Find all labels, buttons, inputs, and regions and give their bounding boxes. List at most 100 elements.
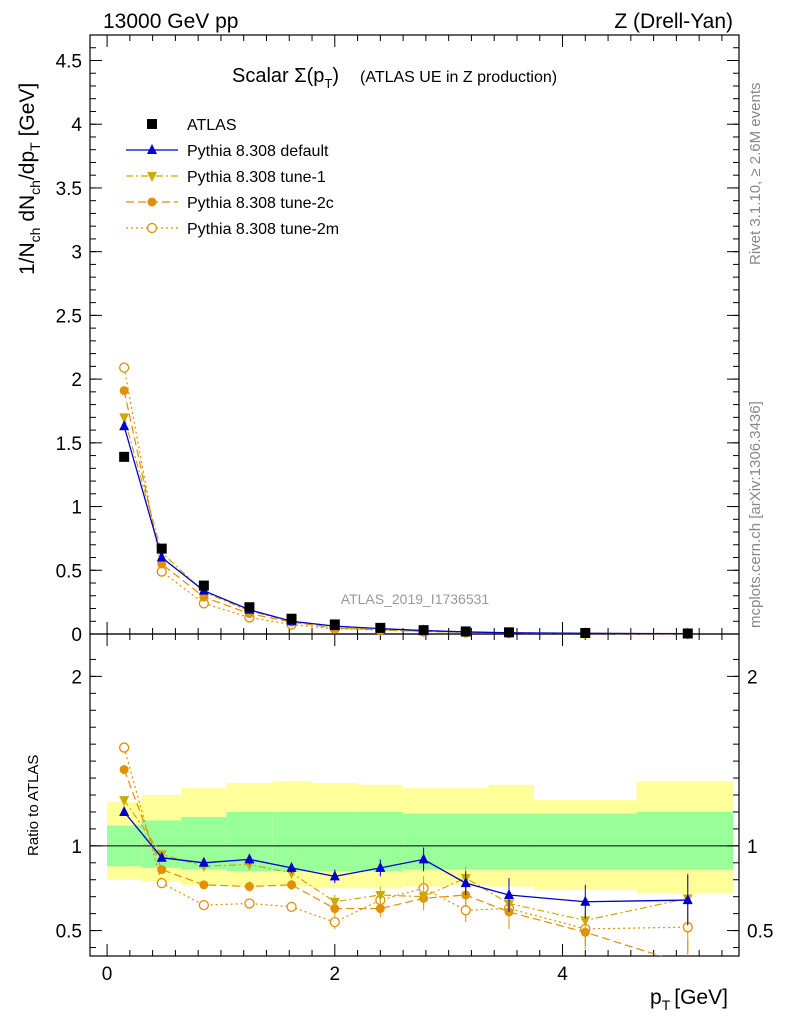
main-point-pythia-8-308-tune-1 xyxy=(119,413,130,424)
ratio-y-tick-label-right: 1 xyxy=(747,837,758,858)
main-y-tick-label: 0 xyxy=(71,625,82,646)
legend: ATLAS Pythia 8.308 default Pythia 8.308 tu… xyxy=(126,117,339,238)
ratio-y-tick-label-right: 2 xyxy=(747,667,758,688)
mcplots-label: mcplots.cern.ch [arXiv:1306.3436] xyxy=(747,401,764,628)
ratio-point-pythia-8-308-tune-2m xyxy=(286,901,297,913)
main-y-tick-label: 0.5 xyxy=(56,561,82,582)
ratio-line-pythia-8-308-default xyxy=(123,811,688,903)
main-point-pythia-8-308-default xyxy=(156,551,167,562)
ratio-y-tick-label-right: 0.5 xyxy=(747,922,773,943)
legend-marker-pythia-8-308-tune-2c xyxy=(147,197,157,207)
x-tick-label: 4 xyxy=(557,964,568,985)
rivet-label: Rivet 3.1.10, ≥ 2.6M events xyxy=(747,83,764,266)
inner-band xyxy=(442,813,489,870)
main-point-atlas xyxy=(329,619,340,630)
ratio-point-pythia-8-308-default xyxy=(156,851,167,862)
main-y-tick-label: 2 xyxy=(71,370,82,391)
process-label: Z (Drell-Yan) xyxy=(614,10,733,33)
ratio-point-pythia-8-308-tune-2c xyxy=(157,865,167,875)
energy-label: 13000 GeV pp xyxy=(103,10,238,33)
ratio-point-pythia-8-308-tune-2m xyxy=(460,905,471,916)
legend-label-pythia-8-308-tune-1: Pythia 8.308 tune-1 xyxy=(187,169,326,186)
ratio-uncertainty-bands xyxy=(90,781,739,894)
inner-band xyxy=(534,813,637,870)
ratio-point-pythia-8-308-tune-1 xyxy=(375,890,386,901)
ratio-y-tick-label: 0.5 xyxy=(56,922,82,943)
ratio-point-pythia-8-308-default xyxy=(198,856,209,867)
main-y-axis-label: 1/Nch dNch/dpT [GeV] xyxy=(16,83,43,275)
ratio-point-pythia-8-308-tune-2m xyxy=(198,900,210,911)
ratio-point-pythia-8-308-default xyxy=(504,888,515,899)
chart-title: Scalar Σ(pT) xyxy=(232,65,339,91)
main-y-tick-label: 1.5 xyxy=(56,434,82,455)
ratio-point-pythia-8-308-default xyxy=(244,853,255,864)
inner-band xyxy=(488,813,535,870)
main-point-atlas xyxy=(119,451,130,462)
ratio-point-pythia-8-308-tune-2c xyxy=(287,880,297,890)
main-point-pythia-8-308-default xyxy=(119,420,130,431)
ratio-point-pythia-8-308-tune-2m xyxy=(156,877,167,889)
x-axis-label-unit: [GeV] xyxy=(674,986,728,1009)
main-y-tick-label: 3 xyxy=(71,243,82,264)
ratio-point-pythia-8-308-tune-2c xyxy=(199,880,209,890)
chart-title-close: ) xyxy=(332,65,339,87)
inner-band xyxy=(312,811,358,872)
ratio-point-pythia-8-308-default xyxy=(329,870,340,881)
main-point-pythia-8-308-tune-2m xyxy=(119,362,130,373)
ratio-point-pythia-8-308-default xyxy=(682,894,693,905)
inner-band xyxy=(272,811,313,872)
chart-title-rest: (ATLAS UE in Z production) xyxy=(360,69,557,86)
main-point-pythia-8-308-tune-2c xyxy=(157,559,167,569)
ratio-point-pythia-8-308-tune-1 xyxy=(580,916,591,927)
main-line-pythia-8-308-default xyxy=(123,426,688,635)
ratio-point-pythia-8-308-tune-1 xyxy=(119,796,130,807)
ratio-point-pythia-8-308-tune-1 xyxy=(418,892,429,903)
x-axis-label-main: p xyxy=(650,986,662,1009)
ratio-line-pythia-8-308-tune-1 xyxy=(123,799,688,922)
main-y-tick-label: 4 xyxy=(71,115,82,136)
main-point-atlas xyxy=(198,580,209,591)
ratio-point-pythia-8-308-tune-1 xyxy=(329,897,340,908)
ratio-point-pythia-8-308-default xyxy=(286,861,297,872)
analysis-watermark: ATLAS_2019_I1736531 xyxy=(341,591,490,607)
main-point-atlas xyxy=(580,627,591,638)
main-point-atlas xyxy=(418,625,429,636)
ratio-y-tick-label: 2 xyxy=(71,667,82,688)
main-point-atlas xyxy=(375,622,386,633)
x-tick-label: 0 xyxy=(102,964,113,985)
main-point-atlas xyxy=(156,543,167,554)
ratio-point-pythia-8-308-default xyxy=(580,895,591,906)
legend-label-pythia-8-308-default: Pythia 8.308 default xyxy=(187,143,329,160)
main-point-atlas xyxy=(682,628,693,639)
legend-marker-pythia-8-308-tune-2m xyxy=(146,222,158,234)
ratio-point-pythia-8-308-default xyxy=(375,861,386,872)
main-y-tick-label: 2.5 xyxy=(56,306,82,327)
legend-marker-pythia-8-308-tune-1 xyxy=(147,172,157,182)
main-point-atlas xyxy=(244,602,255,613)
legend-label-pythia-8-308-tune-2m: Pythia 8.308 tune-2m xyxy=(187,221,339,238)
main-y-tick-label: 3.5 xyxy=(56,179,82,200)
ratio-line-pythia-8-308-tune-2c xyxy=(123,769,663,956)
main-point-atlas xyxy=(460,626,471,637)
main-y-tick-label: 4.5 xyxy=(56,51,82,72)
x-tick-label: 2 xyxy=(330,964,341,985)
legend-label-pythia-8-308-tune-2c: Pythia 8.308 tune-2c xyxy=(187,195,334,212)
inner-band xyxy=(636,811,734,870)
main-point-pythia-8-308-tune-2c xyxy=(119,386,129,396)
main-series xyxy=(119,362,693,640)
x-axis-label: pT [GeV] xyxy=(650,986,728,1013)
ratio-y-tick-label: 1 xyxy=(71,837,82,858)
ratio-series xyxy=(119,742,693,956)
main-y-tick-label: 1 xyxy=(71,498,82,519)
ratio-point-pythia-8-308-default xyxy=(119,805,130,816)
ratio-point-pythia-8-308-tune-2c xyxy=(375,904,385,914)
main-point-atlas xyxy=(286,613,297,624)
main-point-atlas xyxy=(504,627,515,638)
ratio-point-pythia-8-308-default xyxy=(418,853,429,864)
x-axis-label-sub: T xyxy=(662,997,671,1013)
ratio-y-axis-label: Ratio to ATLAS xyxy=(25,755,42,856)
ratio-point-pythia-8-308-tune-2m xyxy=(244,898,255,909)
chart-title-main: Scalar Σ(p xyxy=(232,65,324,87)
ratio-point-pythia-8-308-default xyxy=(460,877,471,888)
